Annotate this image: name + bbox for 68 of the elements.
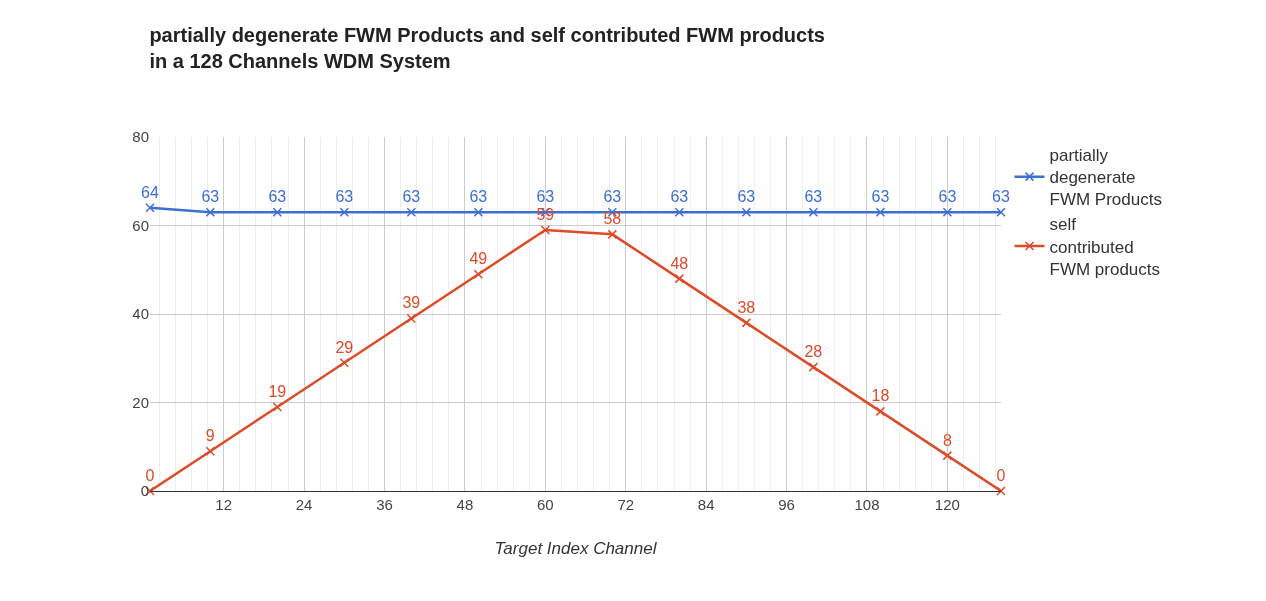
point	[205, 207, 216, 217]
data-label: 28	[804, 343, 823, 361]
y-tick-label: 20	[132, 393, 149, 411]
y-tick-label: 60	[132, 216, 149, 234]
point	[607, 229, 618, 240]
chart-title: partially degenerate FWM Products and self contributed FWM products in a 128 Channels WDM System	[149, 24, 826, 73]
point	[406, 207, 417, 217]
point	[741, 318, 752, 328]
point	[339, 357, 350, 368]
data-label: 63	[268, 188, 287, 206]
y-tick-label: 40	[132, 305, 149, 323]
x-tick-label: 36	[376, 496, 393, 513]
data-label: 63	[402, 188, 421, 206]
data-label: 63	[335, 188, 354, 206]
point	[473, 207, 484, 217]
y-tick-label: 80	[132, 128, 149, 146]
point	[808, 207, 819, 217]
x-tick-label: 108	[854, 496, 880, 513]
point	[272, 207, 283, 217]
point	[808, 362, 819, 372]
data-label: 64	[141, 183, 159, 201]
data-label: 63	[804, 188, 823, 206]
point	[339, 207, 350, 217]
x-axis-title: Target Index Channel	[494, 539, 658, 559]
point	[741, 207, 752, 217]
data-label: 0	[996, 467, 1006, 484]
point	[942, 207, 953, 217]
point	[942, 450, 953, 461]
point	[272, 402, 283, 412]
data-label: 63	[737, 188, 756, 206]
data-label: 19	[268, 382, 287, 400]
x-tick-label: 48	[456, 496, 474, 513]
data-label: 63	[201, 188, 220, 206]
data-label: 63	[992, 188, 1010, 206]
data-label: 39	[402, 294, 421, 312]
point	[996, 207, 1006, 217]
point	[875, 406, 886, 417]
point	[875, 207, 886, 217]
x-tick-label: 84	[697, 496, 715, 513]
x-tick-label: 60	[537, 496, 554, 513]
point	[540, 225, 551, 235]
x-tick-label: 72	[617, 496, 635, 513]
point	[674, 273, 685, 284]
x-tick-label: 12	[215, 496, 233, 513]
data-label: 63	[603, 188, 622, 206]
point	[145, 203, 155, 213]
x-tick-label: 120	[934, 496, 960, 513]
data-label: 29	[335, 338, 354, 356]
data-label: 18	[871, 387, 890, 405]
data-label: 48	[670, 254, 689, 272]
x-tick-label: 96	[778, 496, 795, 513]
point	[406, 313, 417, 324]
data-label: 63	[670, 188, 689, 206]
point	[473, 269, 484, 279]
point	[205, 446, 216, 456]
data-label: 63	[871, 188, 890, 206]
data-label: 63	[938, 188, 957, 206]
data-label: 9	[205, 427, 215, 445]
data-label: 63	[469, 188, 488, 206]
point	[996, 486, 1006, 496]
data-label: 58	[603, 210, 622, 228]
data-label: 49	[469, 250, 488, 268]
data-label: 38	[737, 298, 756, 316]
legend-label: self contributed FWM products	[1049, 215, 1161, 279]
point	[674, 207, 685, 217]
data-label: 8	[942, 431, 952, 449]
data-label: 63	[536, 188, 555, 206]
x-tick-label: 24	[295, 496, 313, 513]
